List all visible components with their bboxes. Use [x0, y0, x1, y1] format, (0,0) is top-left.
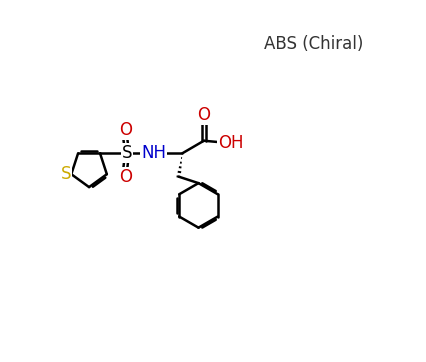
- Text: O: O: [119, 168, 132, 186]
- Text: S: S: [122, 144, 132, 162]
- Text: O: O: [197, 106, 210, 124]
- Text: S: S: [60, 165, 71, 183]
- Text: ABS (Chiral): ABS (Chiral): [264, 35, 363, 54]
- Text: O: O: [119, 121, 132, 139]
- Text: NH: NH: [141, 144, 166, 162]
- Text: OH: OH: [218, 134, 244, 152]
